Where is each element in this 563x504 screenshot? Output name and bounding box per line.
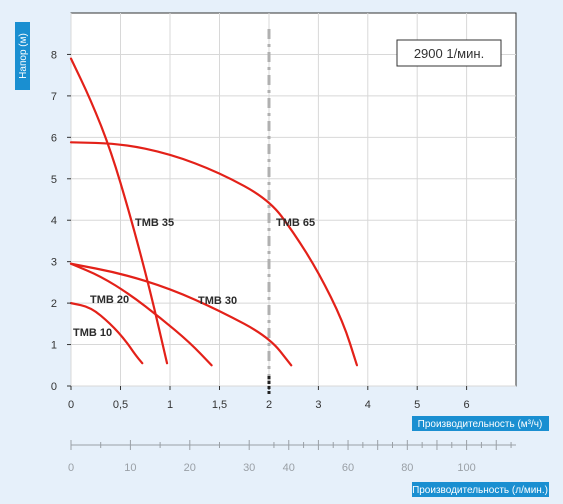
y-tick-label: 7 (51, 91, 57, 103)
curve-tmb-10 (69, 302, 144, 365)
y-tick-label: 3 (51, 257, 57, 269)
y-tick-label: 6 (51, 132, 57, 144)
x2-tick-label: 80 (401, 462, 413, 474)
curve-tmb-30 (69, 262, 293, 367)
y-tick-label: 5 (51, 174, 57, 186)
x-tick-label: 4 (365, 399, 371, 411)
x2-tick-label: 60 (342, 462, 354, 474)
curve-tmb-65 (69, 141, 359, 367)
x-axis-title-badge: Производительность (м³/ч) (412, 416, 549, 431)
y-axis-title-badge: Напор (м) (15, 22, 30, 90)
secondary-x-axis: 0 10 20 30 40 60 80 100 (68, 440, 516, 474)
x2-tick-label: 30 (243, 462, 255, 474)
x2-axis-title: Производительность (л/мин.) (412, 485, 548, 496)
y-tick-label: 8 (51, 49, 57, 61)
curve-label-tmb-10: TMB 10 (73, 327, 112, 339)
curve-label-tmb-30: TMB 30 (198, 295, 237, 307)
curve-labels: TMB 10 TMB 20 TMB 30 TMB 35 TMB 65 (73, 217, 315, 339)
x-tick-label: 3 (315, 399, 321, 411)
y-tick-label: 1 (51, 340, 57, 352)
speed-box: 2900 1/мин. (396, 39, 502, 67)
x2-tick-label: 0 (68, 462, 74, 474)
curve-label-tmb-35: TMB 35 (135, 217, 174, 229)
x-tick-label: 6 (464, 399, 470, 411)
x2-axis-title-badge: Производительность (л/мин.) (412, 482, 549, 497)
x-tick-label: 2 (266, 399, 272, 411)
curve-label-tmb-20: TMB 20 (90, 294, 129, 306)
curve-label-tmb-65: TMB 65 (276, 217, 315, 229)
y-tick-label: 4 (51, 215, 57, 227)
plot-area (70, 12, 517, 387)
x2-tick-label: 10 (124, 462, 136, 474)
x-tick-label: 0 (68, 399, 74, 411)
x-axis-title: Производительность (м³/ч) (418, 419, 543, 430)
x-axis: 0 0,5 1 1,5 2 3 4 5 6 (68, 376, 470, 411)
y-axis-title: Напор (м) (18, 33, 29, 79)
x2-tick-label: 100 (457, 462, 475, 474)
x2-tick-label: 40 (283, 462, 295, 474)
curve-tmb-35 (69, 57, 169, 365)
y-axis: 0 1 2 3 4 5 6 7 8 (51, 49, 71, 393)
y-tick-label: 2 (51, 298, 57, 310)
x2-tick-label: 20 (184, 462, 196, 474)
y-tick-label: 0 (51, 381, 57, 393)
curves (69, 57, 359, 367)
x-tick-label: 1,5 (212, 399, 227, 411)
x-tick-label: 1 (167, 399, 173, 411)
curve-tmb-20 (69, 262, 213, 367)
x-tick-label: 0,5 (113, 399, 128, 411)
speed-label: 2900 1/мин. (414, 46, 484, 61)
x-tick-label: 5 (414, 399, 420, 411)
